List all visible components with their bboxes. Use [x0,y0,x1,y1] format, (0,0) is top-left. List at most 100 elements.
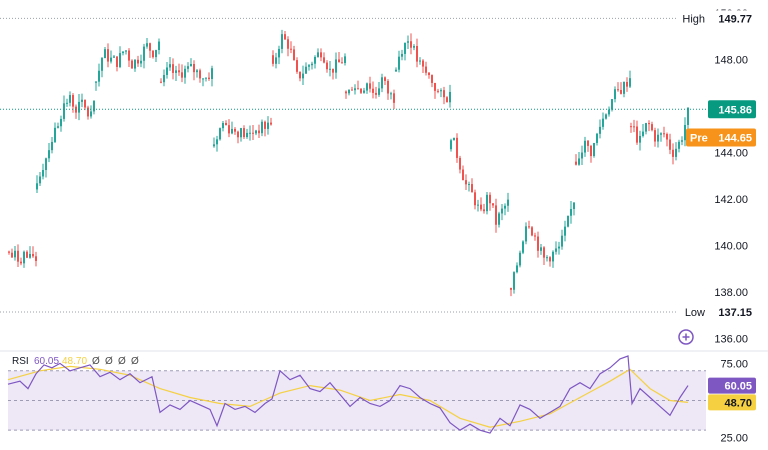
candle-body [228,125,230,134]
candle-body [675,148,677,157]
candle-body [611,99,613,110]
candle-body [143,46,145,61]
candle-body [678,141,680,149]
candle-body [348,89,350,94]
candle-body [564,226,566,236]
candle-body [561,235,563,247]
candle-body [98,70,100,82]
rsi-legend-value: Ø [92,356,100,367]
candle-body [549,257,551,262]
candle-body [372,88,374,93]
low-label-bg [678,303,710,320]
candle-body [278,48,280,58]
candle-body [119,53,121,67]
candle-body [687,107,689,125]
candle-body [480,204,482,210]
candle-body [237,131,239,138]
rsi-legend-value: Ø [118,356,126,367]
candle-body [407,41,409,43]
rsi-legend-value: 48.70 [62,356,87,367]
candle-body [290,48,292,50]
candle-body [657,134,659,142]
rsi-legend-name: RSI [12,356,29,367]
candle-body [629,78,631,87]
candle-body [366,83,368,91]
candle-body [459,157,461,170]
candle-body [608,109,610,115]
candle-body [483,209,485,212]
candle-body [428,72,430,76]
candle-body [645,123,647,132]
candle-body [623,81,625,94]
candle-body [69,95,71,103]
candle-body [395,69,397,72]
candle-body [60,118,62,127]
candle-body [275,57,277,64]
candle-body [363,90,365,93]
candle-body [465,180,467,185]
candle-body [116,56,118,67]
rsi-legend-value: 60.05 [34,356,59,367]
candle-body [131,60,133,69]
candle-body [555,248,557,252]
price-tick-label: 140.00 [714,241,748,253]
candle-body [681,140,683,142]
candle-body [513,272,515,290]
candle-body [590,145,592,157]
candle-body [468,184,470,186]
candle-body [570,208,572,216]
candle-body [261,121,263,134]
candle-body [495,205,497,225]
candle-body [360,88,362,93]
candle-body [507,199,509,206]
rsi-ma-badge [708,394,756,411]
candle-body [614,89,616,100]
candle-body [90,111,92,117]
rsi-tick-label: 75.00 [720,358,748,370]
candle-body [302,73,304,79]
candle-body [272,55,274,64]
candle-body [39,176,41,184]
candle-body [84,99,86,108]
candle-body [434,82,436,91]
price-tick-label: 138.00 [714,287,748,299]
candle-body [471,184,473,193]
candle-body [384,77,386,81]
candle-body [558,246,560,249]
candle-body [293,49,295,61]
price-pane[interactable]: 136.00138.00140.00142.00144.00146.00148.… [0,8,768,352]
candle-body [501,208,503,214]
candle-body [684,124,686,141]
candle-body [193,64,195,73]
candle-body [163,74,165,83]
candle-body [419,60,421,62]
candle-body [8,251,10,253]
candle-body [252,132,254,134]
candle-body [534,235,536,237]
candle-body [329,68,331,70]
candle-body [338,59,340,63]
candle-body [404,42,406,54]
candle-body [531,227,533,236]
candle-body [504,205,506,209]
candle-body [516,265,518,273]
candle-body [596,133,598,143]
candle-body [45,158,47,171]
rsi-legend[interactable]: RSI 60.05 48.70 Ø Ø Ø Ø [12,356,139,367]
candle-body [308,65,310,67]
candle-body [519,252,521,266]
candle-body [354,88,356,91]
add-indicator-button[interactable] [678,329,694,345]
candle-body [134,59,136,69]
rsi-value: 60.05 [724,381,752,393]
price-tick-label: 142.00 [714,194,748,206]
candle-body [636,126,638,143]
candle-body [672,149,674,157]
rsi-legend-value: Ø [131,356,139,367]
candle-body [172,64,174,73]
candle-body [648,123,650,125]
candle-body [216,139,218,145]
candle-body [140,60,142,64]
